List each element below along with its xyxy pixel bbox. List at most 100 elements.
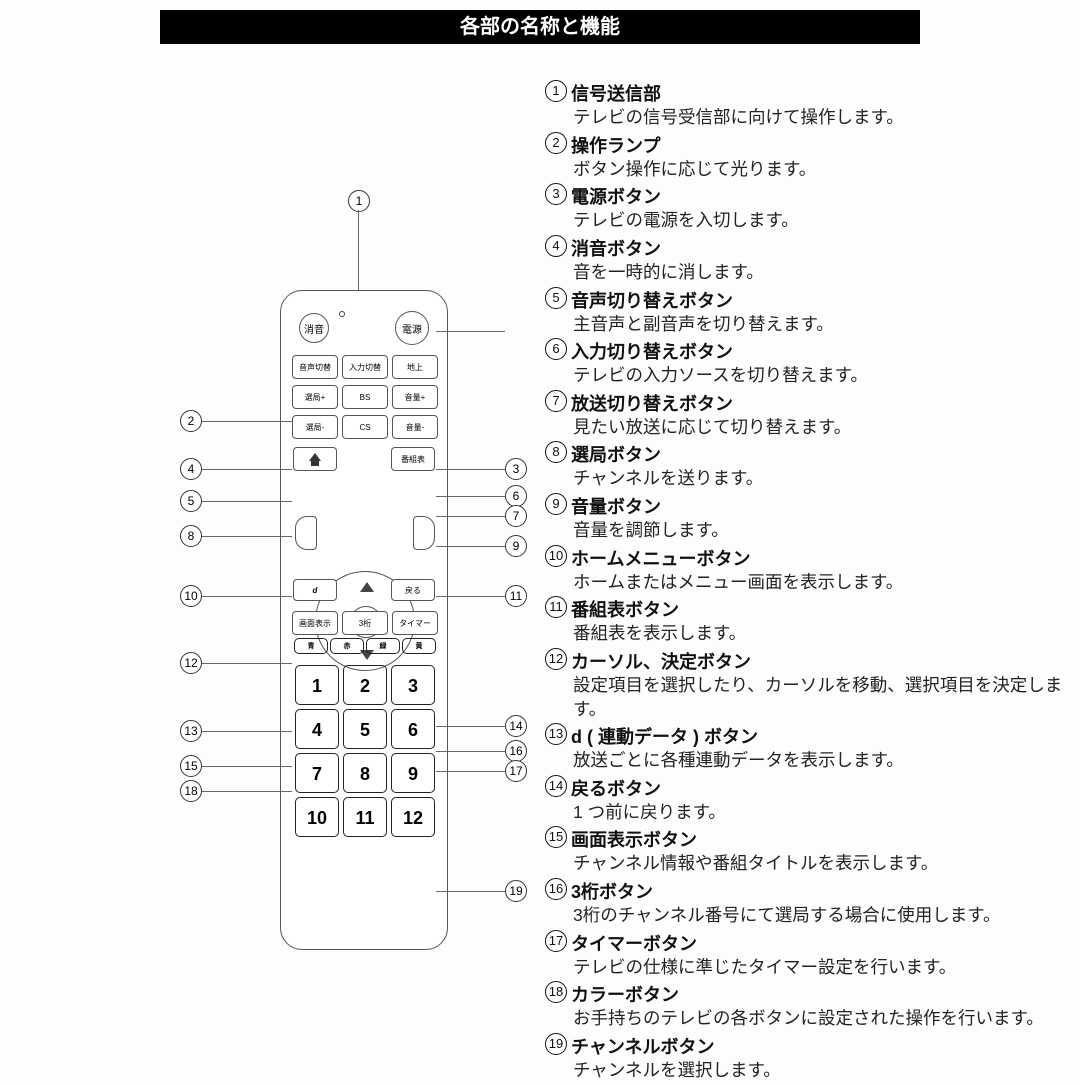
- func-button: BS: [342, 385, 388, 409]
- desc-title: 画面表示ボタン: [571, 826, 697, 852]
- desc-heading: 13d ( 連動データ ) ボタン: [545, 723, 1065, 749]
- desc-item: 7放送切り替えボタン見たい放送に応じて切り替えます。: [545, 390, 1065, 440]
- number-button: 11: [343, 797, 387, 837]
- callout-number: 5: [180, 490, 202, 512]
- desc-number: 18: [545, 981, 567, 1003]
- callout-number: 10: [180, 585, 202, 607]
- desc-item: 8選局ボタンチャンネルを送ります。: [545, 441, 1065, 491]
- desc-number: 10: [545, 545, 567, 567]
- desc-item: 2操作ランプボタン操作に応じて光ります。: [545, 132, 1065, 182]
- func-button: 音量+: [392, 385, 438, 409]
- color-button: 赤: [330, 638, 364, 654]
- desc-body: テレビの信号受信部に向けて操作します。: [573, 106, 1065, 130]
- callout-number: 18: [180, 780, 202, 802]
- callout-number: 4: [180, 458, 202, 480]
- callout-number: 1: [348, 190, 370, 212]
- desc-number: 13: [545, 723, 567, 745]
- desc-item: 18カラーボタンお手持ちのテレビの各ボタンに設定された操作を行います。: [545, 981, 1065, 1031]
- desc-heading: 10ホームメニューボタン: [545, 545, 1065, 571]
- func-button: CS: [342, 415, 388, 439]
- desc-item: 19チャンネルボタンチャンネルを選択します。: [545, 1033, 1065, 1083]
- desc-body: ボタン操作に応じて光ります。: [573, 158, 1065, 182]
- desc-heading: 4消音ボタン: [545, 235, 1065, 261]
- desc-number: 7: [545, 390, 567, 412]
- func-button: 画面表示: [292, 611, 338, 635]
- desc-item: 1信号送信部テレビの信号受信部に向けて操作します。: [545, 80, 1065, 130]
- callout-number: 11: [505, 585, 527, 607]
- desc-heading: 19チャンネルボタン: [545, 1033, 1065, 1059]
- desc-body: 1 つ前に戻ります。: [573, 801, 1065, 825]
- callout-number: 2: [180, 410, 202, 432]
- desc-heading: 17タイマーボタン: [545, 930, 1065, 956]
- desc-heading: 3電源ボタン: [545, 183, 1065, 209]
- func-button: 入力切替: [342, 355, 388, 379]
- desc-number: 1: [545, 80, 567, 102]
- desc-number: 16: [545, 878, 567, 900]
- func-button: 選局-: [292, 415, 338, 439]
- callout-number: 7: [505, 505, 527, 527]
- desc-number: 6: [545, 338, 567, 360]
- callout-number: 8: [180, 525, 202, 547]
- desc-body: 音を一時的に消します。: [573, 261, 1065, 285]
- home-icon: [309, 453, 321, 461]
- color-button: 緑: [366, 638, 400, 654]
- desc-item: 15画面表示ボタンチャンネル情報や番組タイトルを表示します。: [545, 826, 1065, 876]
- func-button: 地上: [392, 355, 438, 379]
- desc-body: 設定項目を選択したり、カーソルを移動、選択項目を決定します。: [573, 674, 1065, 721]
- desc-title: タイマーボタン: [571, 930, 697, 956]
- desc-title: 消音ボタン: [571, 235, 661, 261]
- desc-number: 19: [545, 1033, 567, 1055]
- callout-number: 9: [505, 535, 527, 557]
- desc-title: 番組表ボタン: [571, 596, 679, 622]
- desc-body: 見たい放送に応じて切り替えます。: [573, 416, 1065, 440]
- desc-number: 15: [545, 826, 567, 848]
- desc-heading: 12カーソル、決定ボタン: [545, 648, 1065, 674]
- number-button: 10: [295, 797, 339, 837]
- desc-body: テレビの入力ソースを切り替えます。: [573, 364, 1065, 388]
- desc-body: 音量を調節します。: [573, 519, 1065, 543]
- page-title: 各部の名称と機能: [160, 10, 920, 44]
- desc-item: 4消音ボタン音を一時的に消します。: [545, 235, 1065, 285]
- desc-heading: 8選局ボタン: [545, 441, 1065, 467]
- func-button: 音声切替: [292, 355, 338, 379]
- guide-button: 番組表: [391, 447, 435, 471]
- desc-heading: 2操作ランプ: [545, 132, 1065, 158]
- desc-number: 8: [545, 441, 567, 463]
- desc-title: 3桁ボタン: [571, 878, 653, 904]
- desc-item: 9音量ボタン音量を調節します。: [545, 493, 1065, 543]
- desc-title: 戻るボタン: [571, 775, 661, 801]
- desc-item: 14戻るボタン1 つ前に戻ります。: [545, 775, 1065, 825]
- desc-number: 17: [545, 930, 567, 952]
- desc-body: チャンネル情報や番組タイトルを表示します。: [573, 852, 1065, 876]
- desc-item: 11番組表ボタン番組表を表示します。: [545, 596, 1065, 646]
- desc-item: 10ホームメニューボタンホームまたはメニュー画面を表示します。: [545, 545, 1065, 595]
- number-button: 4: [295, 709, 339, 749]
- desc-number: 4: [545, 235, 567, 257]
- desc-title: 選局ボタン: [571, 441, 661, 467]
- desc-item: 6入力切り替えボタンテレビの入力ソースを切り替えます。: [545, 338, 1065, 388]
- number-button: 9: [391, 753, 435, 793]
- func-button: 3桁: [342, 611, 388, 635]
- callout-number: 3: [505, 458, 527, 480]
- remote-diagram: 消音 電源 音声切替入力切替地上 選局+BS音量+ 選局-CS音量- 番組表 決…: [140, 150, 540, 1020]
- color-button: 青: [294, 638, 328, 654]
- desc-body: 3桁のチャンネル番号にて選局する場合に使用します。: [573, 904, 1065, 928]
- desc-body: 番組表を表示します。: [573, 622, 1065, 646]
- callout-number: 12: [180, 652, 202, 674]
- desc-title: 音量ボタン: [571, 493, 661, 519]
- desc-heading: 6入力切り替えボタン: [545, 338, 1065, 364]
- callout-number: 14: [505, 715, 527, 737]
- desc-item: 163桁ボタン3桁のチャンネル番号にて選局する場合に使用します。: [545, 878, 1065, 928]
- desc-body: チャンネルを送ります。: [573, 467, 1065, 491]
- desc-title: チャンネルボタン: [571, 1033, 714, 1059]
- desc-number: 14: [545, 775, 567, 797]
- number-button: 12: [391, 797, 435, 837]
- number-button: 5: [343, 709, 387, 749]
- func-button: 選局+: [292, 385, 338, 409]
- mute-button: 消音: [299, 313, 329, 343]
- desc-number: 3: [545, 183, 567, 205]
- desc-item: 3電源ボタンテレビの電源を入切します。: [545, 183, 1065, 233]
- desc-item: 13d ( 連動データ ) ボタン放送ごとに各種連動データを表示します。: [545, 723, 1065, 773]
- desc-number: 9: [545, 493, 567, 515]
- desc-number: 2: [545, 132, 567, 154]
